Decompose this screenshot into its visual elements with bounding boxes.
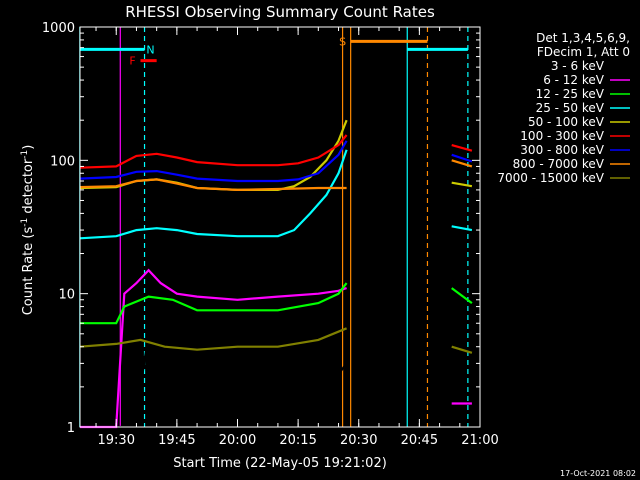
series-line-4-1 <box>451 181 473 188</box>
legend-label-4: 50 - 100 keV <box>528 115 605 129</box>
x-tick-label-0: 19:30 <box>98 433 135 448</box>
legend-label-8: 7000 - 15000 keV <box>497 171 604 185</box>
legend-label-5: 100 - 300 keV <box>520 129 604 143</box>
series-line-8-0 <box>79 327 348 351</box>
plot-area: NF S <box>79 27 473 429</box>
series-line-5-1 <box>451 144 473 152</box>
y-tick-label-2: 100 <box>50 154 75 169</box>
series-line-3-1 <box>451 225 473 232</box>
y-label-sup2: -1 <box>20 150 30 159</box>
flag-label-3: S <box>339 35 346 48</box>
series-line-3-0 <box>79 149 348 240</box>
legend-label-7: 800 - 7000 keV <box>513 157 605 171</box>
x-tick-label-4: 20:30 <box>340 433 377 448</box>
x-tick-label-5: 20:45 <box>401 433 438 448</box>
series-line-1-0 <box>79 268 347 429</box>
series-line-0-0 <box>79 312 348 429</box>
series-line-5-0 <box>79 134 348 169</box>
plot-frame <box>79 26 481 428</box>
y-tick-label-0: 1 <box>67 421 75 436</box>
series-line-6-1 <box>451 153 473 163</box>
x-tick-label-2: 20:00 <box>219 433 256 448</box>
legend-header-0: Det 1,3,4,5,6,9, <box>536 31 630 45</box>
legend: Det 1,3,4,5,6,9,FDecim 1, Att 03 - 6 keV… <box>497 31 630 185</box>
legend-label-6: 300 - 800 keV <box>520 143 604 157</box>
footer-date: 17-Oct-2021 08:02 <box>560 469 636 478</box>
x-tick-label-1: 19:45 <box>158 433 195 448</box>
y-tick-label-1: 10 <box>58 288 75 303</box>
y-label-mid: detector <box>21 158 36 218</box>
legend-label-3: 25 - 50 keV <box>536 101 605 115</box>
series-line-2-0 <box>79 282 348 325</box>
series-line-6-0 <box>79 140 348 183</box>
legend-label-0: 3 - 6 keV <box>551 59 605 73</box>
y-label-end: ) <box>21 145 36 150</box>
y-label-sup1: -1 <box>20 218 30 227</box>
series-line-8-1 <box>451 345 473 354</box>
flag-label-1: N <box>146 43 154 56</box>
legend-header-1: FDecim 1, Att 0 <box>537 45 630 59</box>
y-axis-label: Count Rate (s-1 detector-1) <box>20 145 36 316</box>
legend-label-1: 6 - 12 keV <box>543 73 605 87</box>
chart-title: RHESSI Observing Summary Count Rates <box>125 3 435 21</box>
flag-label-2: F <box>129 55 135 68</box>
series-line-7-1 <box>451 159 473 168</box>
series-line-7-0 <box>79 178 347 192</box>
x-axis-label: Start Time (22-May-05 19:21:02) <box>173 456 387 471</box>
series-line-2-1 <box>451 287 473 304</box>
y-tick-label-3: 1000 <box>42 21 75 36</box>
x-tick-label-3: 20:15 <box>279 433 316 448</box>
x-tick-label-6: 21:00 <box>461 433 498 448</box>
y-label-main: Count Rate (s <box>21 227 36 316</box>
legend-label-2: 12 - 25 keV <box>536 87 605 101</box>
axes: 19:30 19:45 20:00 20:15 20:30 20:45 21:00 1 10 10… <box>42 21 499 448</box>
